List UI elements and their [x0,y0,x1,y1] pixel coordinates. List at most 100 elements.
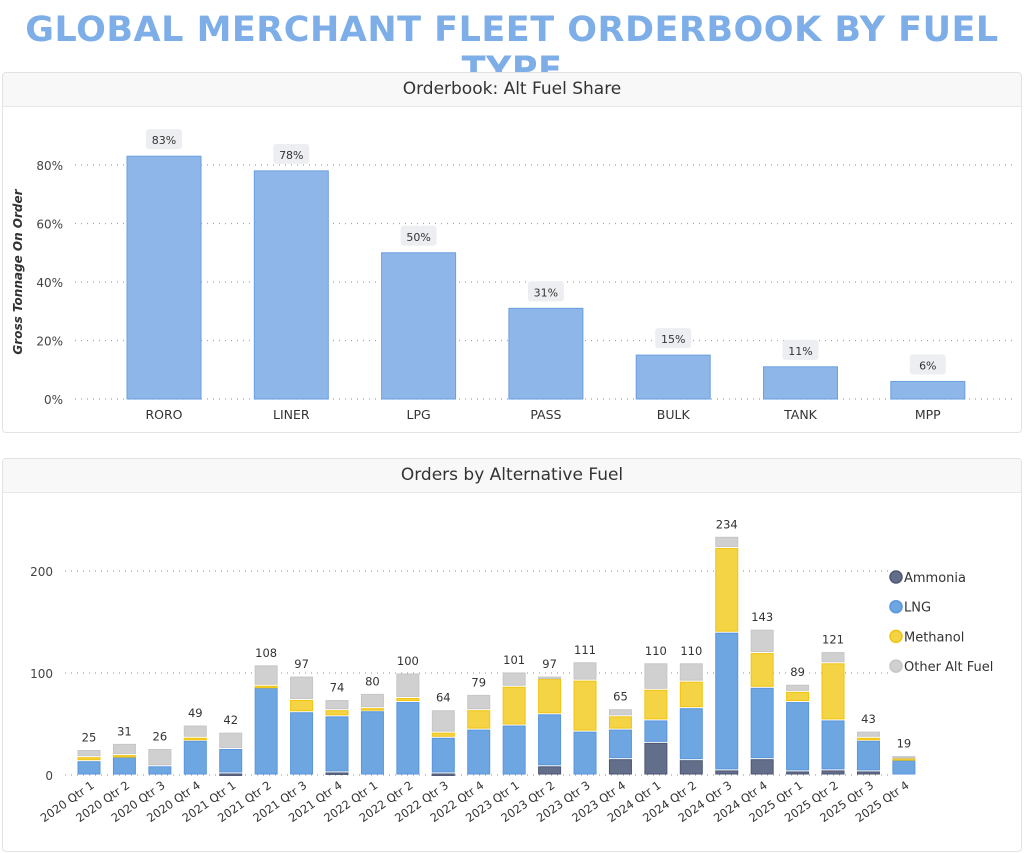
bar-segment-methanol [290,700,314,712]
bar [508,307,584,400]
bar-segment-lng [892,760,916,775]
bar-segment-methanol [254,685,278,689]
bar-segment-lng [396,702,420,775]
bar-segment-lng [77,761,101,775]
bar-segment-lng [431,737,455,773]
bar-segment-methanol [112,755,136,758]
total-label: 25 [82,731,97,745]
legend-label: Other Alt Fuel [904,660,993,675]
data-label-background [655,328,692,349]
y-tick-label: 0 [45,769,53,783]
bar-segment-lng [360,711,384,775]
bar [126,155,202,400]
x-tick-label: MPP [915,407,941,422]
alt-fuel-share-panel: Orderbook: Alt Fuel Share 0% 20% 40% 60% 80%… [2,72,1022,433]
bar-segment-methanol [715,548,739,632]
bar-segment-lng [502,725,526,775]
data-label-background [527,281,564,302]
data-label: 11% [788,345,812,358]
bar [763,366,838,400]
data-label: 31% [534,286,558,299]
x-tick-label: BULK [657,407,691,422]
panel-title: Orders by Alternative Fuel [3,459,1021,493]
y-tick-label: 200 [30,565,53,579]
total-label: 65 [613,690,628,704]
bar-segment-lng [573,731,597,775]
y-tick-label: 100 [30,667,53,681]
data-label: 50% [406,231,430,244]
bar-segment-lng [254,687,278,775]
data-label: 6% [919,359,936,372]
bar-segment-other-alt-fuel [608,709,632,716]
bar-segment-lng [112,757,136,775]
bar [635,354,711,400]
total-label: 100 [397,654,419,668]
bar-segment-methanol [502,686,526,725]
data-label: 15% [661,333,685,346]
bar-segment-ammonia [750,759,774,775]
total-label: 110 [680,644,702,658]
bar-segment-other-alt-fuel [573,662,597,680]
bar-segment-methanol [538,678,562,714]
bar-segment-methanol [856,737,880,741]
bar-segment-other-alt-fuel [360,693,384,708]
bar-segment-other-alt-fuel [112,743,136,755]
bar-segment-methanol [431,732,455,737]
total-label: 97 [542,657,557,671]
bar-segment-other-alt-fuel [502,672,526,686]
x-tick-label: TANK [783,407,818,422]
bar-segment-ammonia [856,771,880,775]
bar-segment-other-alt-fuel [644,663,668,689]
bar-segment-ammonia [608,759,632,775]
legend-label: Methanol [904,630,964,645]
total-label: 111 [574,643,596,657]
bar-segment-methanol [183,737,207,741]
total-label: 101 [503,653,525,667]
bar [890,380,966,400]
bar-segment-other-alt-fuel [750,629,774,653]
x-tick-label: LINER [273,407,310,422]
page-title: GLOBAL MERCHANT FLEET ORDERBOOK BY FUEL … [25,10,999,90]
bar-segment-lng [786,702,810,771]
bar-segment-lng [183,740,207,775]
bar-segment-lng [290,712,314,775]
bar-segment-lng [467,729,491,775]
data-label: 83% [152,134,176,147]
bar-segment-methanol [467,710,491,729]
legend-label: Ammonia [904,571,966,586]
bar-segment-other-alt-fuel [431,710,455,732]
total-label: 43 [861,712,876,726]
bar-segment-lng [219,748,243,773]
bar-segment-other-alt-fuel [467,694,491,710]
bar-segment-other-alt-fuel [183,725,207,737]
legend-marker-methanol-icon [889,629,903,644]
total-label: 121 [822,633,844,647]
bar-segment-methanol [325,710,349,716]
bar-segment-ammonia [431,773,455,776]
bar-segment-other-alt-fuel [786,684,810,691]
total-label: 49 [188,706,203,720]
legend-marker-ammonia-icon [889,570,903,584]
x-tick-label: RORO [145,407,182,422]
bar-segment-lng [538,714,562,766]
bar-segment-ammonia [786,771,810,775]
y-tick-label: 80% [36,159,63,173]
total-label: 31 [117,724,132,738]
y-tick-label: 20% [36,335,63,349]
bar-segment-other-alt-fuel [325,700,349,710]
bar-segment-other-alt-fuel [538,676,562,680]
total-label: 89 [790,665,805,679]
bar-segment-ammonia [644,742,668,775]
bar-segment-other-alt-fuel [856,731,880,737]
legend-marker-other-alt-fuel-icon [889,659,903,673]
total-label: 108 [255,646,277,660]
bar-segment-methanol [360,708,384,711]
total-label: 79 [471,675,486,689]
bar-segment-lng [644,720,668,742]
bar-segment-other-alt-fuel [679,663,703,681]
bar-segment-methanol [679,681,703,708]
bar-segment-lng [679,708,703,760]
bar-segment-methanol [786,691,810,702]
bar-segment-ammonia [679,760,703,775]
data-label-background [782,339,819,360]
